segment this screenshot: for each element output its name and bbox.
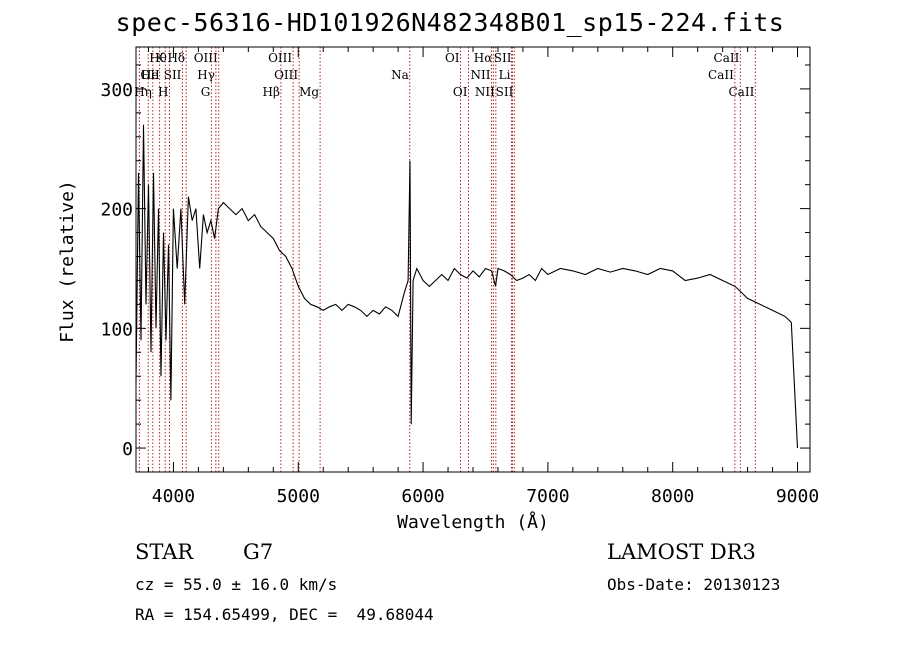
line-marker-label: Hγ [197, 68, 215, 82]
y-tick-label: 200 [100, 200, 133, 221]
plot-frame [135, 46, 811, 473]
x-tick-label: 9000 [776, 486, 819, 507]
line-marker-label: Li [499, 68, 511, 82]
line-marker-label: SII [496, 85, 514, 99]
line-marker-label: OI [453, 85, 468, 99]
line-marker-label: NII [470, 68, 490, 82]
y-tick-label: 300 [100, 80, 133, 101]
x-tick-label: 8000 [651, 486, 694, 507]
series-layer [135, 124, 799, 449]
chart-title: spec-56316-HD101926N482348B01_sp15-224.f… [115, 8, 785, 37]
y-tick-label: 100 [100, 319, 133, 340]
line-marker-label: He [141, 68, 159, 82]
line-marker-label: Hθ [149, 51, 167, 65]
line-marker-label: K [155, 51, 165, 65]
y-tick-label: 0 [122, 439, 133, 460]
line-marker-label: OIII [194, 51, 218, 65]
x-tick-label: 5000 [277, 486, 320, 507]
obs-date: Obs-Date: 20130123 [607, 575, 781, 594]
redshift-cz: cz = 55.0 ± 16.0 km/s [135, 575, 338, 594]
x-tick-label: 7000 [526, 486, 569, 507]
object-class: STAR [135, 540, 194, 564]
line-marker-label: CaII [714, 51, 740, 65]
line-marker-label: SII [164, 68, 182, 82]
line-marker-label: OIII [268, 51, 292, 65]
line-marker-label: CaII [729, 85, 755, 99]
line-marker-label: Hβ [263, 85, 280, 99]
line-marker-label: Hη [134, 85, 152, 99]
line-marker-label: G [201, 85, 211, 99]
line-marker-label: OI [445, 51, 460, 65]
line-marker-label: OIII [274, 68, 298, 82]
object-subclass: G7 [243, 540, 274, 564]
line-marker-label: NII [475, 85, 495, 99]
axes: 4000 5000 6000 7000 8000 9000 0 100 200 300 Wavele… [57, 46, 819, 533]
line-marker-label: CaII [708, 68, 734, 82]
line-marker-label: Hδ [167, 51, 185, 65]
spectrum-series [135, 124, 799, 449]
line-marker-label: OII [140, 68, 160, 82]
x-tick-label: 4000 [152, 486, 195, 507]
y-axis-label: Flux (relative) [57, 180, 78, 343]
line-marker-label: Mg [299, 85, 319, 99]
ra-dec: RA = 154.65499, DEC = 49.68044 [135, 605, 434, 624]
line-marker-label: Na [391, 68, 409, 82]
x-tick-label: 6000 [401, 486, 444, 507]
x-axis-label: Wavelength (Å) [397, 511, 549, 533]
line-marker-label: Hα [474, 51, 493, 65]
line-marker-label: H [158, 85, 168, 99]
survey-name: LAMOST DR3 [607, 540, 756, 564]
line-marker-label: SII [494, 51, 512, 65]
